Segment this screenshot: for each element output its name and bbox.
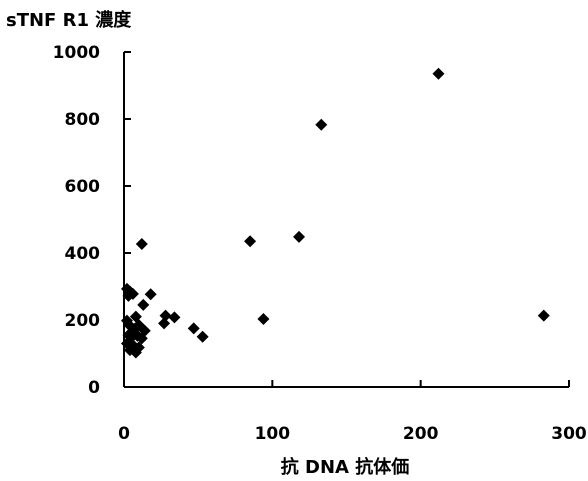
y-tick-label-2: 400 xyxy=(65,244,101,264)
y-tick-label-3: 600 xyxy=(65,177,101,197)
data-point-14 xyxy=(159,309,172,322)
data-point-6 xyxy=(257,312,270,325)
x-tick-label-1: 100 xyxy=(255,424,291,444)
data-point-2 xyxy=(293,230,306,243)
data-point-3 xyxy=(244,235,257,248)
y-axis-ticks: 0 200 400 600 800 1000 xyxy=(53,43,131,398)
data-point-16 xyxy=(158,317,171,330)
x-tick-label-0: 0 xyxy=(118,424,130,444)
data-point-18 xyxy=(196,330,209,343)
data-point-32 xyxy=(129,346,142,359)
data-point-12 xyxy=(137,298,150,311)
data-point-1 xyxy=(315,118,328,131)
y-axis-title: sTNF R1 濃度 xyxy=(6,9,132,31)
data-point-10 xyxy=(126,287,139,300)
y-tick-label-5: 1000 xyxy=(53,43,100,63)
data-point-17 xyxy=(187,322,200,335)
x-axis-ticks: 0 100 200 300 xyxy=(118,380,587,444)
data-point-0 xyxy=(432,67,445,80)
y-tick-label-0: 0 xyxy=(88,378,100,398)
y-tick-label-4: 800 xyxy=(65,110,101,130)
data-point-4 xyxy=(135,237,148,250)
x-axis-title: 抗 DNA 抗体価 xyxy=(281,456,409,478)
data-point-27 xyxy=(135,332,148,345)
data-point-15 xyxy=(168,311,181,324)
y-tick-label-1: 200 xyxy=(65,311,101,331)
x-tick-label-2: 200 xyxy=(403,424,439,444)
x-tick-label-3: 300 xyxy=(551,424,587,444)
data-points xyxy=(120,67,550,359)
data-point-11 xyxy=(144,288,157,301)
data-point-5 xyxy=(537,309,550,322)
